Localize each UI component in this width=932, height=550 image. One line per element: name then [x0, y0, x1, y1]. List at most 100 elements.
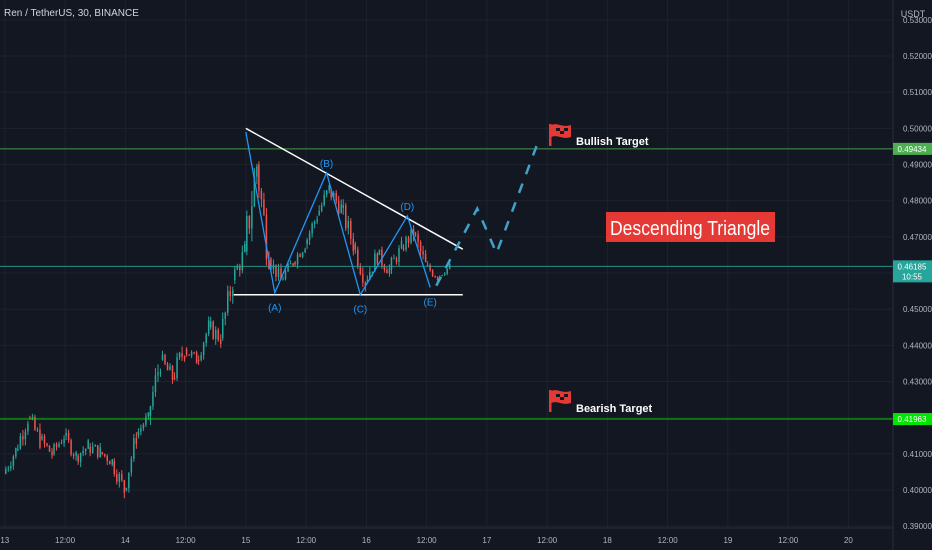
- candle-body: [256, 166, 258, 177]
- candle-body: [287, 263, 289, 272]
- candle-body: [352, 238, 355, 252]
- candle-body: [308, 233, 311, 240]
- candle-body: [414, 233, 417, 235]
- time-tick-label: 12:00: [658, 536, 679, 545]
- candle-body: [109, 461, 111, 465]
- wave-label: (C): [353, 305, 367, 316]
- wave-label: (B): [320, 159, 333, 170]
- candle-body: [412, 229, 415, 237]
- candle-body: [306, 239, 308, 245]
- candle-body: [323, 194, 325, 206]
- candle-body: [436, 277, 439, 281]
- price-axis[interactable]: 0.390000.400000.410000.420000.430000.440…: [903, 16, 932, 531]
- price-badge-bearish: [893, 413, 932, 426]
- candle-body: [424, 254, 427, 263]
- candle-body: [118, 474, 121, 482]
- candle-body: [94, 445, 96, 447]
- candle-body: [350, 220, 352, 239]
- price-badge-text: 0.41963: [898, 415, 927, 424]
- bullish-target-label: Bullish Target: [576, 136, 649, 148]
- candle-body: [89, 446, 91, 453]
- candle-body: [24, 431, 27, 440]
- candle-body: [374, 253, 376, 272]
- candle-body: [103, 453, 106, 456]
- candle-body: [232, 290, 234, 297]
- price-tick-label: 0.51000: [903, 88, 932, 97]
- candle-body: [51, 451, 53, 456]
- candle-body: [142, 424, 145, 429]
- candle-body: [178, 353, 181, 358]
- candle-body: [130, 458, 133, 473]
- upper-trendline[interactable]: [245, 127, 464, 250]
- time-tick-label: 18: [603, 536, 612, 545]
- candle-body: [17, 448, 19, 451]
- price-badge-bullish: [893, 142, 932, 155]
- time-tick-label: 12:00: [417, 536, 438, 545]
- candle-body: [378, 249, 381, 255]
- candle-body: [390, 258, 393, 270]
- candle-body: [70, 440, 72, 455]
- candle-body: [335, 192, 337, 201]
- price-tick-label: 0.43000: [903, 378, 932, 387]
- candle-body: [248, 216, 251, 229]
- candle-body: [193, 352, 195, 354]
- time-tick-label: 12:00: [778, 536, 799, 545]
- candle-body: [263, 199, 265, 215]
- time-tick-label: 14: [121, 536, 130, 545]
- candle-body: [320, 205, 323, 211]
- candle-body: [79, 452, 82, 462]
- candle-body: [224, 312, 227, 319]
- candle-body: [244, 243, 246, 252]
- pattern-label: Descending Triangle: [610, 218, 770, 240]
- time-tick-label: 13: [0, 536, 9, 545]
- candle-body: [328, 184, 330, 191]
- candle-body: [133, 437, 135, 459]
- candle-body: [147, 412, 150, 417]
- candle-body: [96, 445, 99, 458]
- projection-path[interactable]: [435, 143, 539, 287]
- candle-body: [84, 448, 87, 451]
- candle-body: [383, 265, 386, 270]
- currency-label: USDT: [901, 9, 926, 19]
- candle-body: [145, 416, 147, 425]
- candle-body: [422, 251, 424, 255]
- wave-path[interactable]: [245, 131, 431, 297]
- candle-body: [441, 275, 443, 277]
- candle-body: [87, 440, 89, 449]
- candle-body: [181, 353, 183, 357]
- candle-body: [325, 190, 328, 195]
- candle-body: [357, 249, 359, 267]
- symbol-title: Ren / TetherUS, 30, BINANCE: [4, 8, 139, 19]
- projection-dashed-line[interactable]: [435, 143, 539, 287]
- candle-body: [157, 372, 159, 376]
- candle-body: [137, 431, 140, 436]
- candle-body: [123, 480, 126, 493]
- time-tick-label: 12:00: [296, 536, 317, 545]
- candle-body: [362, 273, 364, 283]
- candle-body: [345, 205, 347, 229]
- candle-body: [12, 456, 15, 466]
- candle-body: [171, 366, 174, 380]
- candle-body: [304, 249, 306, 253]
- price-tick-label: 0.53000: [903, 16, 932, 25]
- candle-body: [402, 247, 405, 250]
- time-axis[interactable]: 13 12:00 14 12:00 15 12:00 16 12:00 17 12:00 18 12:…: [0, 536, 853, 545]
- triangle-drawing[interactable]: [233, 127, 464, 296]
- candle-body: [330, 189, 332, 198]
- candle-body: [202, 343, 205, 356]
- candle-body: [410, 229, 412, 243]
- candle-body: [417, 234, 419, 243]
- candle-body: [227, 291, 229, 313]
- time-tick-label: 19: [723, 536, 732, 545]
- wave-drawing[interactable]: (A) (B) (C) (D) (E): [245, 131, 437, 316]
- candle-body: [270, 258, 272, 270]
- candle-body: [159, 372, 162, 374]
- candle-body: [236, 266, 239, 270]
- price-tick-label: 0.48000: [903, 197, 932, 206]
- candle-body: [197, 359, 200, 361]
- wave-label: (A): [268, 303, 281, 314]
- candle-body: [161, 354, 164, 360]
- candle-body: [251, 206, 253, 229]
- candle-body: [253, 176, 256, 207]
